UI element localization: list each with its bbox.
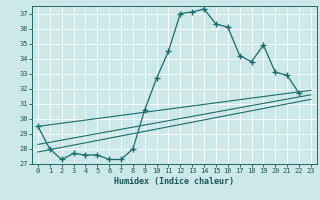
X-axis label: Humidex (Indice chaleur): Humidex (Indice chaleur): [115, 177, 234, 186]
